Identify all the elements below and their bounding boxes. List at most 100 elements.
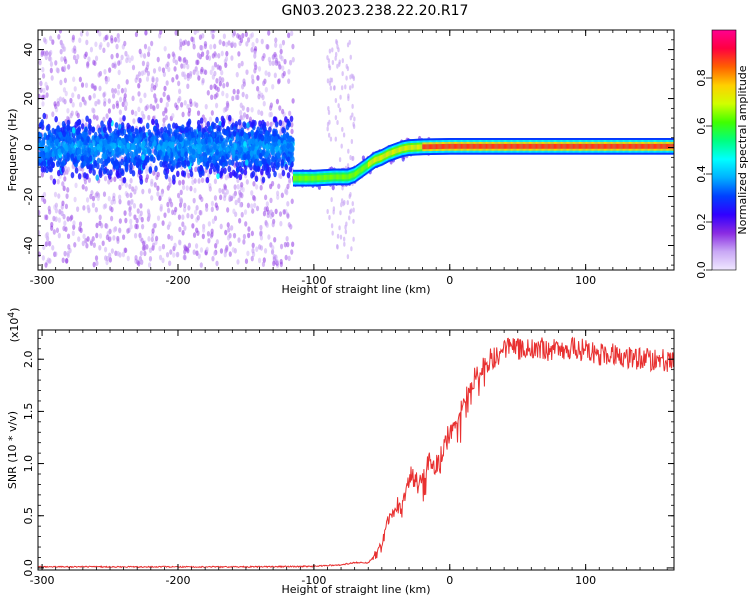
spectrogram-cell-faint [128,57,132,64]
spectrogram-ridge [544,143,546,149]
spectrogram-cell-faint [335,39,338,45]
spectrogram-cell [126,122,130,130]
spectrogram-cell [83,172,87,179]
spectrogram-cell-faint [177,80,181,87]
spectrogram-cell-faint [178,45,183,51]
spectrogram-cell-faint [271,60,275,66]
spectrogram-cell-faint [205,246,209,253]
spectrogram-cell [221,128,226,135]
spectrogram-ridge [564,143,567,149]
spectrogram-cell-faint [86,236,90,242]
spectrogram-cell-faint [271,221,275,228]
spectrogram-cell [163,160,168,167]
spectrogram-cell-faint [200,51,205,57]
spectrogram-cell-faint [328,119,331,125]
spectrogram-cell [102,168,107,175]
spectrogram-cell [139,117,143,124]
spectrogram-cell [227,151,231,158]
spectrogram-cell-faint [204,69,208,76]
spectrogram-cell [42,112,47,120]
spectrogram-cell [102,126,107,134]
spectrogram-cell [91,126,95,133]
spectrogram-ridge [606,143,608,149]
spectrogram-cell-faint [263,248,268,254]
spectrogram-cell-faint [186,40,190,47]
spectrogram-cell [38,136,41,143]
spectrogram-cell-faint [260,38,264,45]
spectrogram-cell-faint [98,214,102,221]
spectrogram-cell [42,160,47,168]
spectrogram-cell-faint [348,215,351,221]
spectrogram-cell-faint [166,201,170,208]
spectrogram-cell-faint [281,39,286,46]
spectrogram-cell-faint [45,214,49,221]
spectrogram-cell-faint [80,82,85,88]
spectrogram-cell-faint [232,208,236,215]
spectrogram-cell-faint [205,54,209,61]
spectrogram-cell [137,158,141,165]
spectrogram-ridge [294,175,296,181]
spectrogram-cell-faint [196,214,200,221]
spectrogram-ridge [553,143,556,149]
spectrogram-cell-faint [79,31,84,37]
spectrogram-cell-faint [198,209,202,216]
spectrogram-cell [206,120,211,128]
spectrogram-cell-faint [247,226,251,232]
spectrogram-ridge [390,150,393,156]
spectrogram-cell [230,159,235,166]
spectrogram-ridge [397,147,399,153]
spectrogram-cell-faint [124,247,128,254]
spectrogram-cell-faint [118,96,123,103]
spectrogram-cell-faint [129,218,133,225]
spectrogram-cell-faint [278,211,283,217]
spectrogram-cell [261,176,266,184]
spectrogram-cell-faint [258,244,262,250]
spectrogram-cell-faint [250,203,254,209]
spectrogram-cell-faint [108,252,112,259]
spectrogram-cell-faint [113,36,118,43]
spectrogram-cell-faint [245,69,249,75]
spectrogram-cell-faint [145,168,149,175]
spectrogram-ridge [365,163,368,169]
spectrogram-cell-faint [128,211,132,217]
spectrogram-cell-faint [72,76,76,83]
spectrogram-cell-faint [186,63,190,70]
spectrogram-cell-faint [135,217,139,224]
spectrogram-cell-faint [116,238,120,244]
spectrogram-cell-faint [244,31,248,38]
spectrogram-ridge [429,144,432,150]
spectrogram-cell [51,127,56,135]
spectrogram-ridge [538,143,541,149]
spectrogram-cell [85,115,89,122]
spectrogram-cell-faint [66,252,70,259]
spectrogram-cell [147,129,152,136]
spectrogram-cell-faint [352,121,355,127]
spectrogram-cell [149,155,154,162]
spectrogram-cell-faint [226,222,230,228]
spectrogram-cell-faint [57,193,61,199]
spectrogram-cell-faint [118,184,122,191]
spectrogram-cell-faint [197,53,201,59]
spectrogram-cell [99,141,103,148]
spectrogram-ridge [422,144,424,150]
spectrogram-cell-faint [166,224,170,231]
spectrogram-ridge [443,143,445,149]
spectrogram-cell [148,166,153,173]
spectrogram-cell-faint [60,210,64,217]
spectrogram-cell [201,127,206,135]
spectrogram-cell-faint [240,211,244,218]
spectrogram-cell-faint [274,42,278,48]
spectrogram-ridge [400,146,403,152]
spectrogram-cell-faint [334,115,338,121]
spectrogram-cell-faint [91,195,96,202]
spectrogram-cell-faint [257,109,261,116]
spectrogram-cell-faint [42,94,46,100]
spectrogram-cell-faint [211,65,215,71]
spectrogram-ridge [301,175,304,181]
spectrogram-cell-faint [259,184,263,191]
spectrogram-cell-faint [266,212,270,219]
spectrogram-cell-faint [197,253,201,259]
spectrogram-cell-faint [55,67,59,73]
spectrogram-cell [135,128,139,136]
spectrogram-cell-faint [253,50,257,56]
